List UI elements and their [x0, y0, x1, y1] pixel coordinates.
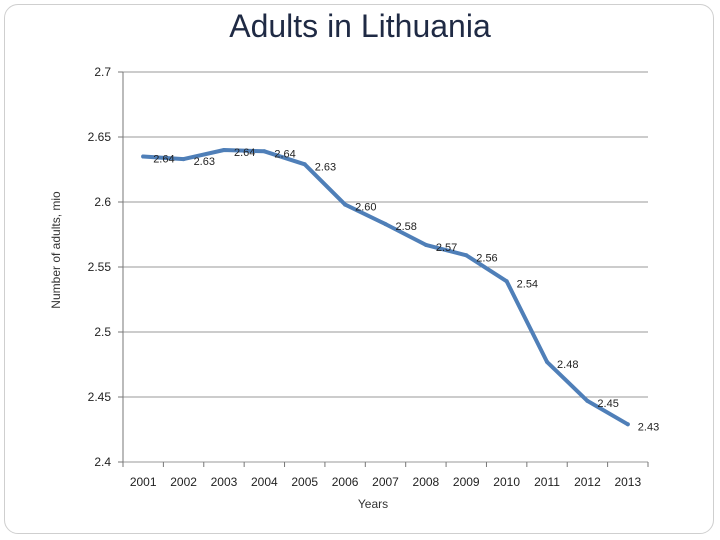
- y-tick-label: 2.65: [88, 130, 112, 144]
- y-tick-label: 2.4: [94, 455, 111, 469]
- y-tick-label: 2.7: [94, 65, 111, 79]
- data-labels: 2.64 2.63 2.64 2.64 2.63 2.60 2.58 2.57 2.56 2.54…: [141, 147, 659, 433]
- y-tick-label: 2.5: [94, 325, 111, 339]
- data-point: [504, 279, 509, 284]
- x-tick-label: 2011: [534, 475, 560, 489]
- data-point: [262, 149, 267, 154]
- data-point: [181, 157, 186, 162]
- data-point: [545, 359, 550, 364]
- x-tick-label: 2008: [413, 475, 440, 489]
- data-label: 2.54: [517, 278, 538, 290]
- x-tick-label: 2002: [170, 475, 197, 489]
- series-line-group: [141, 148, 630, 427]
- data-label: 2.63: [194, 156, 215, 168]
- data-point: [464, 253, 469, 258]
- data-label: 2.45: [597, 398, 618, 410]
- data-point: [423, 242, 428, 247]
- series-line: [141, 148, 630, 427]
- data-point: [585, 398, 590, 403]
- x-tick-label: 2010: [493, 475, 520, 489]
- x-tick-label: 2006: [332, 475, 359, 489]
- data-point: [343, 202, 348, 207]
- x-axis-label: Years: [358, 497, 388, 511]
- x-tick-labels: 2001 2002 2003 2004 2005 2006 2007 2008 2009 2010…: [130, 475, 642, 489]
- x-tick-label: 2013: [614, 475, 641, 489]
- data-label: 2.48: [557, 359, 578, 371]
- data-label: 2.64: [274, 148, 295, 160]
- gridlines: [118, 71, 649, 467]
- x-tick-label: 2005: [291, 475, 318, 489]
- data-label: 2.64: [153, 154, 174, 166]
- y-tick-label: 2.55: [88, 260, 112, 274]
- y-axis-label: Number of adults, mio: [49, 191, 63, 309]
- x-tick-label: 2003: [211, 475, 238, 489]
- chart-title: Adults in Lithuania: [229, 8, 491, 44]
- data-label: 2.63: [315, 161, 336, 173]
- data-label: 2.43: [638, 421, 659, 433]
- x-tick-label: 2012: [574, 475, 601, 489]
- data-point: [302, 162, 307, 167]
- data-point: [383, 222, 388, 227]
- x-tick-label: 2007: [372, 475, 399, 489]
- data-label: 2.64: [234, 147, 255, 159]
- y-tick-label: 2.6: [94, 195, 111, 209]
- data-label: 2.56: [476, 252, 497, 264]
- data-point: [221, 148, 226, 152]
- x-tick-label: 2001: [130, 475, 157, 489]
- y-tick-label: 2.45: [88, 390, 112, 404]
- y-tick-labels: 2.4 2.45 2.5 2.55 2.6 2.65 2.7: [88, 65, 112, 469]
- slide-frame: [4, 4, 714, 534]
- data-label: 2.58: [396, 221, 417, 233]
- x-tick-label: 2004: [251, 475, 278, 489]
- x-tick-label: 2009: [453, 475, 480, 489]
- data-point: [625, 422, 630, 427]
- data-point: [141, 154, 146, 159]
- data-label: 2.60: [355, 202, 376, 214]
- data-label: 2.57: [436, 242, 457, 254]
